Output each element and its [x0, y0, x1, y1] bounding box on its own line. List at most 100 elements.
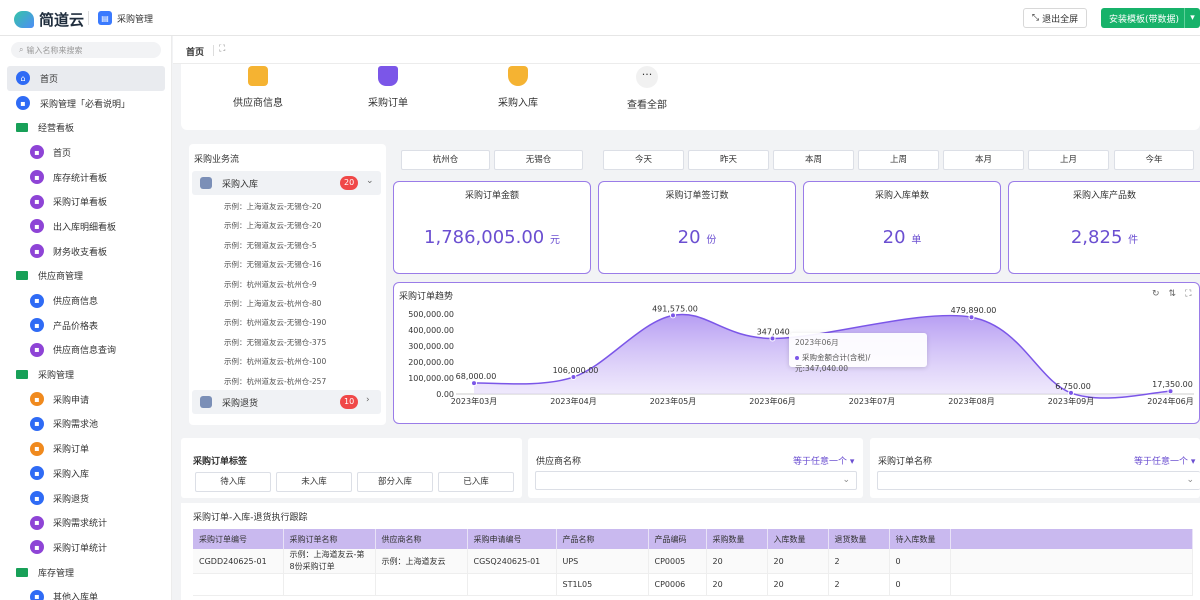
sidebar-item-label: 供应商信息 — [53, 297, 99, 308]
sidebar-item[interactable]: ▪ 采购需求统计 — [0, 510, 172, 535]
flow-inbound-list: 示例：上海道友云-无锡仓-20 示例：上海道友云-无锡仓-20 示例：无锡道友云-无… — [224, 197, 374, 391]
column-header[interactable]: 退货数量 — [828, 529, 890, 549]
chart-icon: ▪ — [30, 540, 44, 555]
kpi-title: 采购订单签订数 — [665, 191, 729, 201]
sidebar-item[interactable]: ▪ 采购订单看板 — [0, 189, 172, 214]
supplier-select[interactable]: ⌄ — [535, 471, 857, 490]
sidebar-item[interactable]: ▪ 采购订单 — [0, 436, 172, 461]
sidebar-item[interactable]: 供应商管理 — [0, 264, 172, 289]
sidebar-item[interactable]: ▪ 采购需求池 — [0, 412, 172, 437]
sidebar-item[interactable]: ▪ 库存统计看板 — [0, 165, 172, 190]
expand-icon[interactable]: ⛶ — [219, 44, 226, 54]
flow-list-item[interactable]: 示例：杭州道友云-无锡仓-190 — [224, 318, 327, 328]
sidebar-item[interactable]: ▪ 产品价格表 — [0, 313, 172, 338]
quick-entry-label: 查看全部 — [627, 100, 667, 111]
column-header[interactable]: 采购订单编号 — [193, 529, 284, 549]
tab-home[interactable]: 首页 — [186, 48, 205, 58]
flow-list-item[interactable]: 示例：杭州道友云-杭州仓-257 — [224, 376, 327, 386]
sidebar-item[interactable]: ▪ 采购管理「必看说明」 — [0, 91, 172, 116]
chevron-right-icon[interactable]: › — [366, 395, 370, 405]
quick-entry-supplier[interactable]: 供应商信息 — [218, 64, 298, 109]
quick-entry-inbound[interactable]: 采购入库 — [478, 64, 558, 109]
warehouse-filter-wuxi[interactable]: 无锡仓 — [494, 150, 583, 170]
form-icon: ▪ — [30, 416, 44, 431]
fullscreen-icon[interactable]: ⛶ — [1185, 289, 1200, 299]
date-filter-button[interactable]: 上月 — [1028, 150, 1109, 170]
date-filter-button[interactable]: 上周 — [858, 150, 939, 170]
column-header[interactable]: 采购数量 — [706, 529, 768, 549]
date-filter-button[interactable]: 本月 — [943, 150, 1024, 170]
exit-fullscreen-label: 退出全屏 — [1042, 14, 1079, 25]
column-header[interactable]: 产品名称 — [556, 529, 649, 549]
flow-list-item[interactable]: 示例：杭州道友云-杭州仓-100 — [224, 357, 327, 367]
x-tick-label: 2024年06月 — [1147, 396, 1194, 406]
quick-entry-view-all[interactable]: ··· 查看全部 — [607, 64, 687, 111]
sidebar-item[interactable]: ▪ 供应商信息 — [0, 288, 172, 313]
sidebar-item[interactable]: ▪ 采购入库 — [0, 461, 172, 486]
flow-list-item[interactable]: 示例：无锡道友云-无锡仓-375 — [224, 337, 327, 347]
exit-fullscreen-button[interactable]: ⤡ 退出全屏 — [1023, 8, 1087, 28]
data-label: 6,750.00 — [1055, 382, 1091, 391]
tag-partial[interactable]: 部分入库 — [357, 472, 433, 492]
sidebar-item[interactable]: 库存管理 — [0, 560, 172, 585]
search-input[interactable]: ⌕ 输入名称来搜索 — [11, 42, 161, 58]
flow-list-item[interactable]: 示例：无锡道友云-无锡仓-5 — [224, 240, 317, 250]
flow-group-inbound[interactable]: 采购入库 20 ⌄ — [192, 171, 381, 195]
tag-pending[interactable]: 待入库 — [195, 472, 271, 492]
table-row[interactable]: CGDD240625-01 示例：上海道友云-第8份采购订单 示例：上海道友云 CGS… — [193, 549, 1193, 574]
flow-list-item[interactable]: 示例：上海道友云-杭州仓-80 — [224, 298, 322, 308]
sidebar-item[interactable]: ▪ 采购退货 — [0, 486, 172, 511]
sidebar-item[interactable]: ▪ 首页 — [0, 140, 172, 165]
column-header[interactable]: 产品编码 — [648, 529, 707, 549]
sort-icon[interactable]: ⇅ — [1168, 289, 1186, 299]
date-filter-button[interactable]: 今年 — [1114, 150, 1194, 170]
quick-entry-order[interactable]: 采购订单 — [348, 64, 428, 109]
kpi-value: 2,825 件 — [1070, 227, 1139, 248]
sidebar-item[interactable]: ⌂ 首页 — [7, 66, 165, 91]
refresh-icon[interactable]: ↻ — [1152, 289, 1169, 299]
order-select[interactable]: ⌄ — [877, 471, 1200, 490]
sidebar-item-label: 首页 — [40, 74, 59, 85]
tab-bar: 首页 ⛶ — [173, 36, 1200, 64]
tag-done[interactable]: 已入库 — [438, 472, 514, 492]
sidebar-item[interactable]: ▪ 供应商信息查询 — [0, 338, 172, 363]
flow-list-item[interactable]: 示例：无锡道友云-无锡仓-16 — [224, 260, 322, 270]
table-cell: 示例：上海道友云 — [375, 549, 468, 574]
table-row[interactable]: ST1L05 CP0006 20 20 2 0 — [193, 573, 1193, 596]
date-filter-button[interactable]: 昨天 — [688, 150, 769, 170]
date-filter-button[interactable]: 今天 — [603, 150, 684, 170]
sidebar-item[interactable]: ▪ 采购申请 — [0, 387, 172, 412]
sidebar-item[interactable]: ▪ 财务收支看板 — [0, 239, 172, 264]
column-header[interactable]: 入库数量 — [767, 529, 829, 549]
sidebar-item[interactable]: ▪ 其他入库单 — [0, 584, 172, 600]
user-icon: ▪ — [30, 293, 44, 308]
sidebar-item[interactable]: 经营看板 — [0, 115, 172, 140]
tag-not-inbound[interactable]: 未入库 — [276, 472, 352, 492]
column-header[interactable]: 采购申请编号 — [467, 529, 557, 549]
supplier-filter-operator[interactable]: 等于任意一个 ▾ — [793, 457, 855, 467]
divider — [88, 11, 89, 25]
column-header[interactable]: 待入库数量 — [889, 529, 951, 549]
chevron-down-icon[interactable]: ▾ — [1184, 8, 1200, 28]
order-filter-operator[interactable]: 等于任意一个 ▾ — [1134, 457, 1196, 467]
flow-list-item[interactable]: 示例：上海道友云-无锡仓-20 — [224, 202, 322, 211]
x-tick-label: 2023年06月 — [749, 396, 796, 406]
data-point — [1167, 388, 1174, 395]
flow-group-returns[interactable]: 采购退货 10 › — [192, 390, 381, 414]
flow-list-item[interactable]: 示例：杭州道友云-杭州仓-9 — [224, 279, 317, 289]
date-filter-button[interactable]: 本周 — [773, 150, 854, 170]
app-title: ▤ 采购管理 — [98, 11, 153, 25]
warehouse-filter-hangzhou[interactable]: 杭州仓 — [401, 150, 490, 170]
sidebar-item[interactable]: ▪ 采购订单统计 — [0, 535, 172, 560]
brand-logo[interactable]: 简道云 — [14, 9, 84, 30]
sidebar-item[interactable]: 采购管理 — [0, 362, 172, 387]
table-cell: CGDD240625-01 — [193, 549, 284, 574]
column-header[interactable]: 采购订单名称 — [283, 529, 376, 549]
column-header[interactable]: 供应商名称 — [375, 529, 468, 549]
table-cell — [467, 573, 557, 596]
chevron-down-icon[interactable]: ⌄ — [366, 176, 374, 186]
sidebar-item[interactable]: ▪ 出入库明细看板 — [0, 214, 172, 239]
flow-list-item[interactable]: 示例：上海道友云-无锡仓-20 — [224, 221, 322, 231]
folder-icon — [16, 123, 28, 133]
install-template-button[interactable]: 安装模板(带数据) ▾ — [1101, 8, 1200, 28]
